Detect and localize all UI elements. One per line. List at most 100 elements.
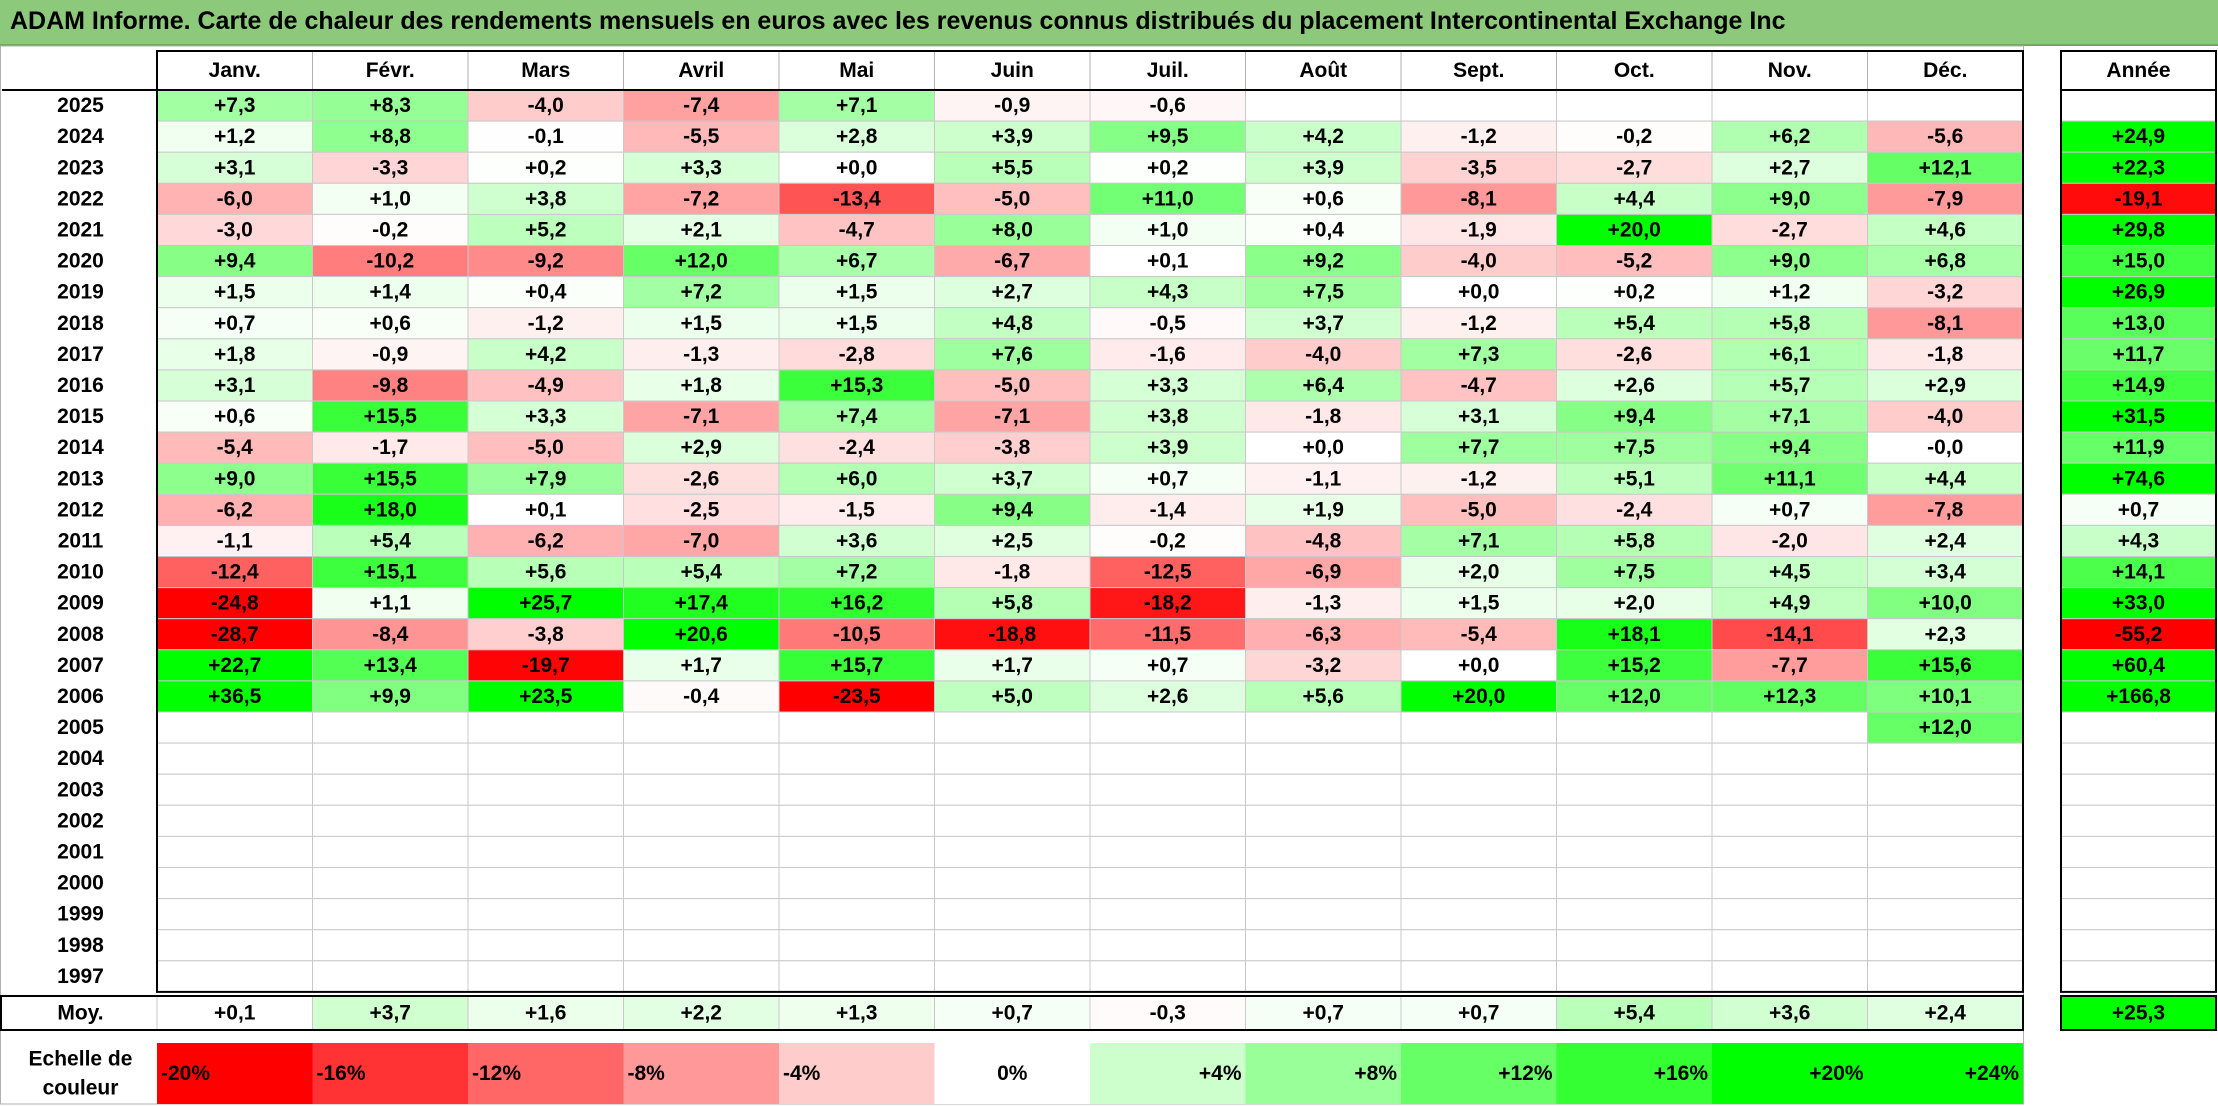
- heat-cell-label: -5,0: [528, 436, 564, 459]
- heat-cell-label: +10,1: [1919, 685, 1972, 708]
- heat-cell-label: +15,7: [830, 654, 883, 677]
- heat-cell: [934, 338, 1091, 371]
- heat-cell: [312, 773, 469, 806]
- heat-cell: [1245, 929, 1402, 962]
- heat-cell: [1711, 960, 1868, 993]
- heat-cell: [156, 120, 313, 153]
- scale-value: +8%: [1354, 1062, 1397, 1085]
- row-year-label: 2017: [57, 343, 104, 366]
- heat-cell-label: -7,7: [1772, 654, 1808, 677]
- heat-cell: [778, 835, 935, 869]
- heat-cell: [1089, 773, 1246, 806]
- heat-cell-label: +0,4: [1303, 218, 1345, 241]
- row-year-label: 2016: [57, 374, 104, 397]
- heat-cell-label: -5,4: [217, 436, 254, 459]
- heat-cell-label: +9,5: [1147, 125, 1189, 148]
- heat-cell: [467, 182, 624, 215]
- heat-cell: [1400, 89, 1557, 122]
- annual-cell: [2060, 742, 2217, 775]
- heat-cell-label: -1,3: [1305, 592, 1341, 615]
- heat-cell: [778, 898, 935, 931]
- heat-cell-label: -2,6: [683, 467, 719, 490]
- scale-swatch: [468, 1043, 624, 1104]
- heat-cell: [312, 556, 469, 589]
- heat-cell-label: +7,7: [1458, 436, 1499, 459]
- heat-cell: [1556, 867, 1713, 900]
- heat-cell: [1556, 556, 1713, 589]
- heat-cell: [934, 680, 1091, 713]
- heat-cell-label: +4,2: [525, 343, 566, 366]
- heat-cell-label: -6,3: [1305, 623, 1341, 646]
- scale-swatch: [312, 1043, 468, 1104]
- heat-cell: [1089, 213, 1246, 246]
- heat-cell-label: -3,5: [1461, 156, 1498, 179]
- heat-cell: [623, 151, 780, 184]
- heat-cell: [1556, 649, 1713, 682]
- heat-cell-label: -4,0: [528, 94, 564, 117]
- heat-cell-label: +15,6: [1919, 654, 1972, 677]
- heat-cell: [934, 245, 1091, 278]
- heat-cell-label: -1,2: [1461, 312, 1497, 335]
- heat-cell: [1867, 711, 2024, 744]
- heat-cell-label: -3,2: [1305, 654, 1341, 677]
- heat-cell: [156, 804, 313, 837]
- row-year-label: 2010: [57, 561, 104, 584]
- heat-cell-label: -14,1: [1766, 623, 1814, 646]
- heat-cell: [1245, 493, 1402, 526]
- heat-cell-label: +3,3: [681, 156, 722, 179]
- heat-cell: [1711, 213, 1868, 246]
- heat-cell: [312, 524, 469, 558]
- annual-cell: [2060, 182, 2217, 215]
- heat-cell: [934, 929, 1091, 962]
- scale-swatch: [1090, 1043, 1246, 1104]
- heat-cell: [778, 711, 935, 744]
- heat-cell-label: +6,0: [836, 467, 877, 490]
- heat-cell-label: +4,8: [992, 312, 1034, 335]
- heat-cell: [1245, 338, 1402, 371]
- heat-cell-label: +0,7: [1147, 654, 1188, 677]
- heat-cell-label: +3,8: [525, 187, 567, 210]
- heat-cell-label: +1,0: [370, 187, 411, 210]
- heat-cell: [778, 524, 935, 558]
- month-header: Août: [1299, 59, 1347, 82]
- heat-cell-label: +4,4: [1614, 187, 1656, 210]
- heat-cell: [1867, 742, 2024, 775]
- heat-cell: [1400, 151, 1557, 184]
- annual-cell-label: +29,8: [2112, 218, 2165, 241]
- heat-cell: [312, 618, 469, 651]
- heat-cell: [1245, 835, 1402, 869]
- heat-cell-label: +7,1: [1769, 405, 1811, 428]
- heat-cell-label: +5,4: [1614, 312, 1656, 335]
- heat-cell-label: -4,0: [1927, 405, 1963, 428]
- heat-cell: [1400, 462, 1557, 495]
- heat-cell-label: +15,5: [364, 405, 417, 428]
- heat-cell-label: -4,0: [1461, 250, 1497, 273]
- heat-cell-label: -18,8: [988, 623, 1036, 646]
- heat-cell: [1089, 804, 1246, 837]
- heat-cell-label: -0,9: [372, 343, 408, 366]
- heat-cell-label: +2,4: [1925, 529, 1967, 552]
- heat-cell: [1711, 929, 1868, 962]
- heat-cell-label: +5,6: [525, 561, 566, 584]
- heat-cell: [1400, 711, 1557, 744]
- average-label: Moy.: [57, 1002, 103, 1025]
- heat-cell: [156, 929, 313, 962]
- annual-cell: [2060, 587, 2217, 620]
- heat-cell-label: +6,7: [836, 250, 877, 273]
- heat-cell-label: +1,7: [681, 654, 722, 677]
- row-year-label: 2009: [57, 592, 104, 615]
- heat-cell-label: +4,2: [1303, 125, 1344, 148]
- heat-cell-label: +0,0: [1303, 436, 1344, 459]
- heat-cell: [1711, 276, 1868, 309]
- heat-cell-label: -3,3: [372, 156, 408, 179]
- heat-cell: [156, 338, 313, 371]
- heat-cell-label: +5,4: [681, 561, 723, 584]
- heat-cell: [1711, 618, 1868, 651]
- grid-border: [156, 50, 2024, 993]
- heat-cell-label: +9,4: [1614, 405, 1656, 428]
- annual-cell-label: -19,1: [2115, 187, 2163, 210]
- heat-cell: [1245, 898, 1402, 931]
- month-header: Févr.: [366, 59, 415, 82]
- heat-cell: [934, 400, 1091, 433]
- heat-cell: [778, 493, 935, 526]
